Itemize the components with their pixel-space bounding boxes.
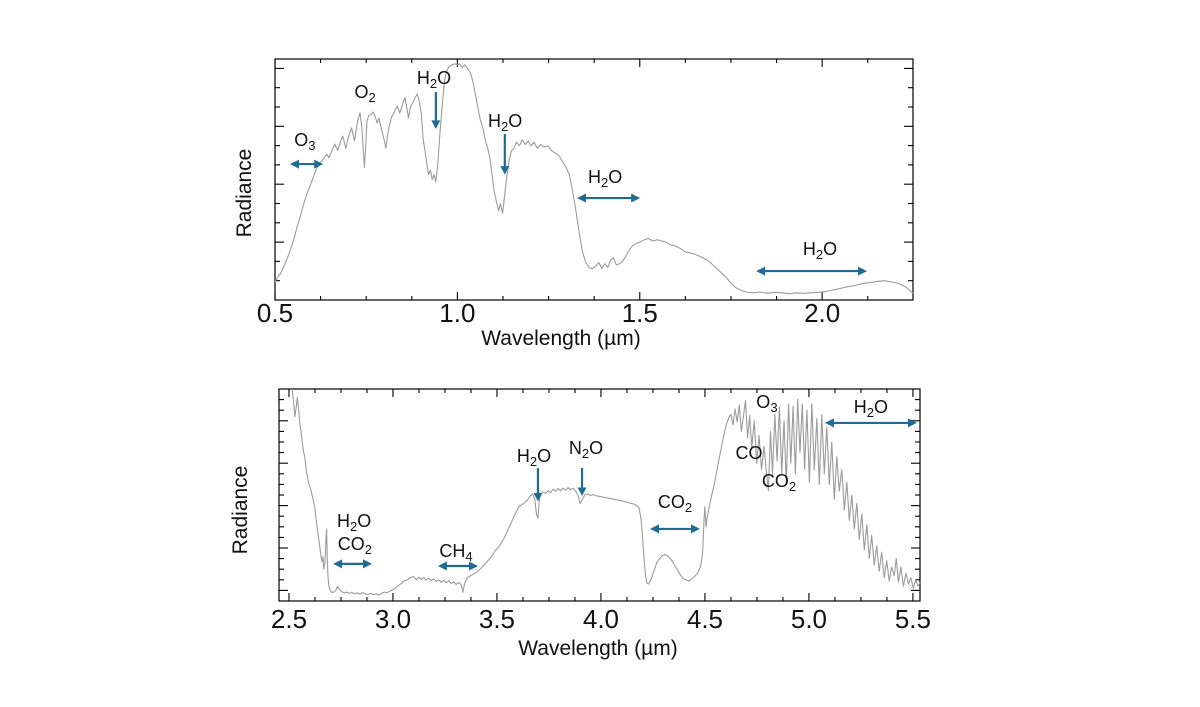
left-arrowhead-icon bbox=[577, 193, 587, 203]
band-label-H2O: H2O bbox=[417, 68, 451, 91]
y-ticks bbox=[275, 67, 913, 282]
left-arrowhead-icon bbox=[824, 418, 834, 428]
y-axis-title: Radiance bbox=[229, 466, 252, 555]
down-arrowhead-icon bbox=[500, 166, 510, 175]
band-label-O2: O2 bbox=[354, 82, 375, 105]
axes-frame bbox=[278, 388, 921, 602]
band-label-CO2: CO2 bbox=[762, 471, 796, 494]
x-axis-title: Wavelength (µm) bbox=[518, 637, 678, 660]
right-arrowhead-icon bbox=[907, 418, 917, 428]
x-tick-label-4.5: 4.5 bbox=[687, 604, 723, 634]
right-arrowhead-icon bbox=[631, 193, 641, 203]
x-tick-label-5.5: 5.5 bbox=[895, 604, 931, 634]
band-label-H2O: H2O bbox=[588, 167, 622, 190]
x-ticks bbox=[274, 59, 869, 300]
right-arrowhead-icon bbox=[314, 159, 324, 169]
band-label-H2O: H2O bbox=[854, 397, 888, 420]
left-arrowhead-icon bbox=[289, 159, 299, 169]
y-axis-title: Radiance bbox=[233, 149, 256, 238]
x-tick-label-0.5: 0.5 bbox=[257, 298, 293, 328]
band-label-O3: O3 bbox=[294, 130, 315, 153]
spectra-plot-canvas: 0.5 1.0 1.5 2.0 Wavelength (µm) Radiance O3 O2 H… bbox=[229, 58, 931, 660]
right-arrowhead-icon bbox=[469, 561, 479, 571]
down-arrowhead-icon bbox=[533, 492, 543, 502]
band-label-CO2: CO2 bbox=[338, 534, 372, 557]
y-ticks bbox=[279, 399, 920, 591]
band-label-O3: O3 bbox=[756, 392, 777, 415]
right-arrowhead-icon bbox=[690, 524, 700, 534]
panel-top: 0.5 1.0 1.5 2.0 Wavelength (µm) Radiance O3 O2 H… bbox=[233, 58, 914, 350]
left-arrowhead-icon bbox=[756, 266, 766, 276]
x-tick-label-3.5: 3.5 bbox=[479, 604, 515, 634]
down-arrowhead-icon bbox=[431, 120, 441, 129]
band-label-H2O: H2O bbox=[337, 511, 371, 534]
x-tick-label-2.0: 2.0 bbox=[804, 298, 840, 328]
x-tick-label-2.5: 2.5 bbox=[271, 604, 307, 634]
x-axis-title: Wavelength (µm) bbox=[481, 327, 641, 350]
x-tick-label-1.5: 1.5 bbox=[622, 298, 658, 328]
x-tick-label-1.0: 1.0 bbox=[439, 298, 475, 328]
left-arrowhead-icon bbox=[437, 561, 447, 571]
x-tick-label-5.0: 5.0 bbox=[791, 604, 827, 634]
thermal-emission-spectrum-curve bbox=[291, 388, 921, 596]
panel-bottom: 2.5 3.0 3.5 4.0 4.5 5.0 5.5 Wavelength (µm) Radi… bbox=[229, 388, 931, 660]
band-label-H2O: H2O bbox=[488, 111, 522, 134]
band-label-H2O: H2O bbox=[517, 446, 551, 469]
left-arrowhead-icon bbox=[333, 559, 343, 569]
down-arrowhead-icon bbox=[577, 487, 587, 497]
left-arrowhead-icon bbox=[650, 524, 660, 534]
x-ticks bbox=[288, 389, 914, 601]
atmospheric-spectra-figure: 0.5 1.0 1.5 2.0 Wavelength (µm) Radiance O3 O2 H… bbox=[40, 16, 1200, 691]
band-label-CO: CO bbox=[736, 443, 763, 463]
reflected-solar-spectrum-curve bbox=[274, 63, 914, 295]
band-label-N2O: N2O bbox=[569, 438, 603, 461]
band-label-H2O: H2O bbox=[803, 239, 837, 262]
right-arrowhead-icon bbox=[858, 266, 868, 276]
x-tick-label-4.0: 4.0 bbox=[583, 604, 619, 634]
band-label-CO2: CO2 bbox=[658, 492, 692, 515]
right-arrowhead-icon bbox=[362, 559, 372, 569]
band-label-CH4: CH4 bbox=[439, 541, 472, 564]
x-tick-label-3.0: 3.0 bbox=[375, 604, 411, 634]
